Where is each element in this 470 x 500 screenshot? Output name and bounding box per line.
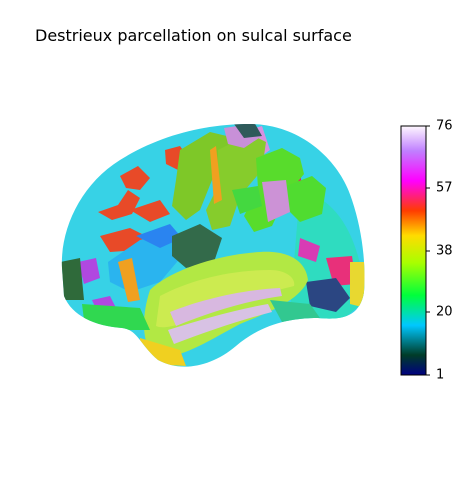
colorbar-tick-label-20: 20 [436, 304, 453, 320]
colorbar-tick-label-38: 38 [436, 243, 453, 259]
brain-surface [61, 124, 365, 367]
colorbar-tick-label-57: 57 [436, 180, 453, 196]
figure-title: Destrieux parcellation on sulcal surface [35, 26, 352, 45]
colorbar-tick-label-76: 76 [436, 118, 453, 134]
colorbar [400, 125, 430, 376]
colorbar-bar [400, 125, 427, 376]
colorbar-tick-label-1: 1 [436, 367, 445, 383]
